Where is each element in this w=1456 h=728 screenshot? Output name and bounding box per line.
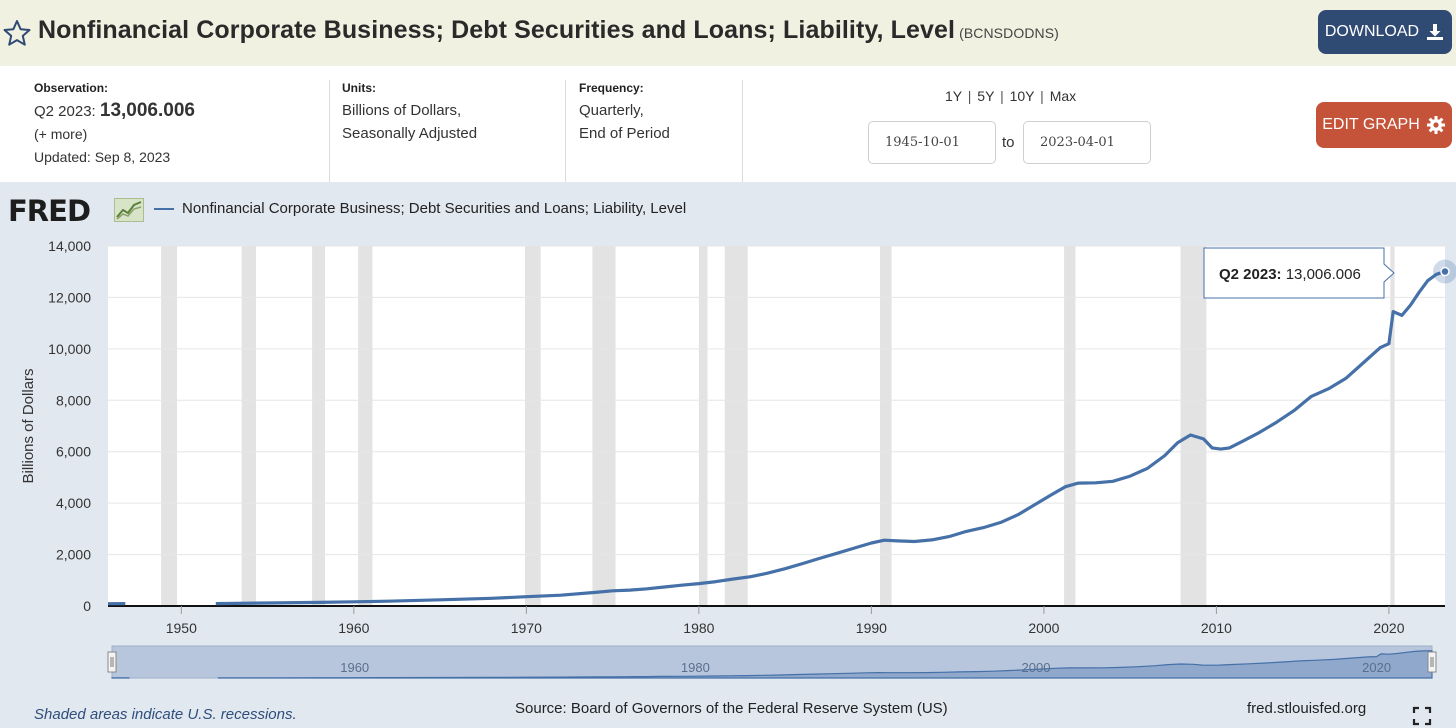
edit-graph-button[interactable]: EDIT GRAPH xyxy=(1316,102,1452,148)
recession-band xyxy=(1180,246,1207,606)
end-date-input[interactable]: 2023-04-01 xyxy=(1023,121,1151,164)
observation-period: Q2 2023: xyxy=(34,103,96,120)
frequency-line2: End of Period xyxy=(579,125,670,142)
y-tick-label: 10,000 xyxy=(48,341,91,357)
line-chart[interactable]: 0 2,000 4,000 6,000 8,000 10,000 12,000 14,000 1… xyxy=(0,182,1456,728)
updated-date: Updated: Sep 8, 2023 xyxy=(34,149,171,165)
to-label: to xyxy=(1002,134,1015,151)
x-tick-label: 1960 xyxy=(338,620,369,636)
y-tick-label: 4,000 xyxy=(56,495,91,511)
navigator-handle[interactable] xyxy=(107,651,117,673)
recession-band xyxy=(161,246,178,606)
observation-value: 13,006.006 xyxy=(99,100,195,121)
y-tick-label: 2,000 xyxy=(56,547,91,563)
units-line2: Seasonally Adjusted xyxy=(342,125,478,142)
recession-band xyxy=(524,246,541,606)
gear-icon xyxy=(1426,116,1445,134)
site-link[interactable]: fred.stlouisfed.org xyxy=(1247,700,1367,717)
meta-divider xyxy=(565,80,566,182)
x-tick-label: 1980 xyxy=(683,620,714,636)
recession-band xyxy=(1390,246,1395,606)
header-bar: Nonfinancial Corporate Business; Debt Se… xyxy=(0,0,1456,66)
observation-more-link[interactable]: (+ more) xyxy=(34,126,88,142)
meta-divider xyxy=(742,80,743,182)
page-title: Nonfinancial Corporate Business; Debt Se… xyxy=(38,16,1059,45)
legend-swatch xyxy=(154,207,174,210)
recession-band xyxy=(880,246,892,606)
star-outline-icon[interactable] xyxy=(2,18,32,48)
download-button-label: DOWNLOAD xyxy=(1324,23,1420,40)
fullscreen-icon[interactable] xyxy=(1412,706,1432,726)
range-10y[interactable]: 10Y xyxy=(1009,88,1035,104)
meta-divider xyxy=(329,80,330,182)
range-1y[interactable]: 1Y xyxy=(945,88,962,104)
navigator-handle[interactable] xyxy=(1427,651,1437,673)
last-point-marker xyxy=(1440,266,1450,277)
chart-area: FRED Nonfinancial Corporate Business; De… xyxy=(0,182,1456,728)
y-tick-label: 12,000 xyxy=(48,289,91,305)
tooltip-period: Q2 2023: xyxy=(1219,266,1282,283)
x-tick-label: 2000 xyxy=(1028,620,1059,636)
range-5y[interactable]: 5Y xyxy=(977,88,995,104)
range-separator: | xyxy=(967,88,972,104)
series-line xyxy=(215,270,1446,606)
download-button[interactable]: DOWNLOAD xyxy=(1318,10,1452,54)
y-tick-label: 6,000 xyxy=(56,444,91,460)
legend-label: Nonfinancial Corporate Business; Debt Se… xyxy=(182,200,687,217)
recession-band xyxy=(592,246,616,606)
frequency-line1: Quarterly, xyxy=(579,102,644,119)
fred-logo-chart-icon xyxy=(114,198,144,222)
navigator-label: 2020 xyxy=(1362,660,1391,675)
range-max[interactable]: Max xyxy=(1049,88,1077,104)
observation-label: Observation: xyxy=(34,81,109,95)
download-icon xyxy=(1427,24,1444,40)
frequency-block: Frequency: Quarterly, End of Period xyxy=(579,80,670,145)
recession-note: Shaded areas indicate U.S. recessions. xyxy=(34,706,297,723)
x-tick-label: 1950 xyxy=(166,620,197,636)
frequency-label: Frequency: xyxy=(579,81,644,95)
range-separator: | xyxy=(1000,88,1004,104)
fred-logo[interactable]: FRED xyxy=(8,194,91,228)
y-tick-label: 8,000 xyxy=(56,392,91,408)
recession-band xyxy=(1064,246,1076,606)
y-axis-label: Billions of Dollars xyxy=(20,368,37,483)
recession-band xyxy=(698,246,708,606)
tooltip-text: Q2 2023: 13,006.006 xyxy=(1219,266,1361,283)
edit-graph-label: EDIT GRAPH xyxy=(1322,116,1420,133)
series-code: (BCNSDODNS) xyxy=(959,25,1059,41)
x-tick-label: 2020 xyxy=(1373,620,1404,636)
x-tick-label: 1970 xyxy=(511,620,542,636)
range-separator: | xyxy=(1040,88,1044,104)
recession-band xyxy=(241,246,257,606)
tooltip-box xyxy=(1203,247,1395,299)
chart-legend: Nonfinancial Corporate Business; Debt Se… xyxy=(154,200,686,217)
start-date-input[interactable]: 1945-10-01 xyxy=(868,121,996,164)
plot-background xyxy=(108,246,1445,606)
source-text: Source: Board of Governors of the Federa… xyxy=(515,700,948,717)
series-title: Nonfinancial Corporate Business; Debt Se… xyxy=(38,16,956,44)
navigator-label: 1980 xyxy=(681,660,710,675)
navigator-label: 2000 xyxy=(1022,660,1051,675)
units-line1: Billions of Dollars, xyxy=(342,102,462,119)
recession-band xyxy=(724,246,748,606)
y-tick-label: 0 xyxy=(83,598,91,614)
tooltip-value: 13,006.006 xyxy=(1282,266,1361,283)
navigator-series xyxy=(217,650,1433,679)
units-block: Units: Billions of Dollars, Seasonally A… xyxy=(342,80,477,145)
y-tick-label: 14,000 xyxy=(48,238,91,254)
x-tick-label: 2010 xyxy=(1201,620,1232,636)
series-meta: Observation: Q2 2023: 13,006.006 (+ more… xyxy=(0,66,1456,182)
navigator-label: 1960 xyxy=(340,660,369,675)
x-tick-label: 1990 xyxy=(856,620,887,636)
recession-band xyxy=(312,246,326,606)
observation-block: Observation: Q2 2023: 13,006.006 (+ more… xyxy=(34,80,195,169)
range-selector: 1Y | 5Y | 10Y | Max xyxy=(945,88,1076,104)
units-label: Units: xyxy=(342,81,376,95)
recession-band xyxy=(358,246,373,606)
